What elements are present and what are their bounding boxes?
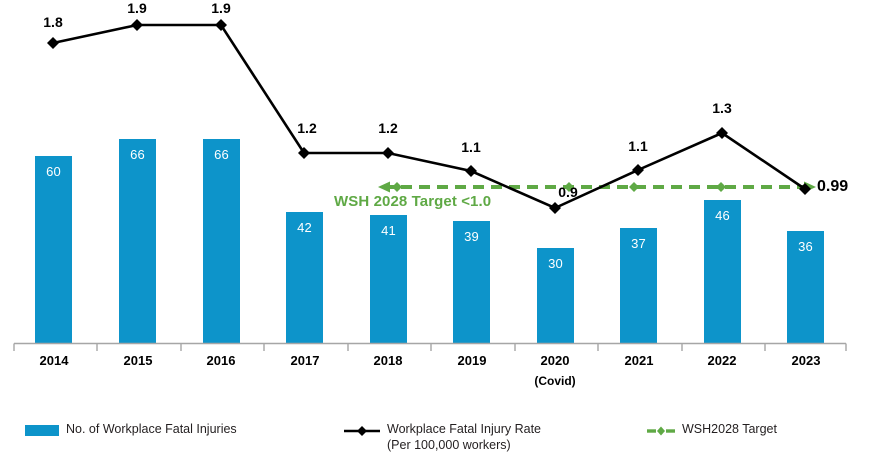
bar-label-2022: 46: [715, 208, 730, 223]
bar-label-2021: 37: [631, 236, 646, 251]
target-left-arrow-icon: [378, 181, 390, 193]
bar-2021[interactable]: [620, 228, 657, 343]
x-axis-labels: 2014 2015 2016 2017 2018 2019 2020 (Covi…: [0, 350, 885, 400]
legend-label-fatal-injury-rate-units: (Per 100,000 workers): [387, 438, 511, 452]
legend-line-diamond-icon: [344, 425, 380, 437]
x-label-2019: 2019: [457, 353, 487, 368]
rate-label-2014: 1.8: [43, 14, 63, 30]
bar-2016[interactable]: [203, 139, 240, 343]
x-label-2020: 2020: [540, 353, 570, 368]
chart-legend: No. of Workplace Fatal Injuries Workplac…: [0, 405, 885, 469]
x-sublabel-2020: (Covid): [534, 374, 576, 388]
bar-label-2015: 66: [130, 147, 145, 162]
rate-label-2022: 1.3: [712, 100, 732, 116]
x-label-2023: 2023: [791, 353, 821, 368]
bar-label-2016: 66: [214, 147, 229, 162]
bar-label-2019: 39: [464, 229, 479, 244]
chart-overlay-svg: [13, 19, 847, 351]
rate-label-2016: 1.9: [211, 0, 231, 16]
bar-label-2023: 36: [798, 239, 813, 254]
legend-label-fatal-injury-rate: Workplace Fatal Injury Rate: [387, 422, 541, 436]
x-axis-ticks: [13, 343, 847, 351]
wsh2028-target-caption: WSH 2028 Target <1.0: [334, 193, 492, 210]
rate-label-2021: 1.1: [628, 138, 648, 154]
bar-2014[interactable]: [35, 156, 72, 343]
bar-2022[interactable]: [704, 200, 741, 343]
x-label-2015: 2015: [123, 353, 153, 368]
rate-label-2020: 0.9: [558, 184, 578, 200]
legend-item-fatal-injury-rate[interactable]: Workplace Fatal Injury Rate (Per 100,000…: [344, 421, 541, 453]
x-label-2022: 2022: [707, 353, 737, 368]
bar-2017[interactable]: [286, 212, 323, 343]
legend-label-wsh2028-target: WSH2028 Target: [682, 422, 777, 436]
legend-bar-swatch-icon: [25, 425, 59, 436]
bar-2023[interactable]: [787, 231, 824, 343]
bar-label-2017: 42: [297, 220, 312, 235]
rate-label-2019: 1.1: [461, 139, 481, 155]
fatal-injury-rate-line[interactable]: [52, 23, 806, 210]
x-label-2016: 2016: [206, 353, 236, 368]
legend-label-fatal-injuries: No. of Workplace Fatal Injuries: [66, 422, 237, 436]
bar-label-2018: 41: [381, 223, 396, 238]
rate-label-2018: 1.2: [378, 120, 398, 136]
x-label-2014: 2014: [39, 353, 69, 368]
rate-end-label-2023: 0.99: [817, 178, 849, 195]
x-label-2018: 2018: [373, 353, 403, 368]
fatal-injury-rate-markers[interactable]: [47, 19, 811, 214]
bar-2019[interactable]: [453, 221, 490, 343]
rate-label-2017: 1.2: [297, 120, 317, 136]
legend-item-wsh2028-target[interactable]: WSH2028 Target: [647, 421, 777, 437]
legend-item-fatal-injuries[interactable]: No. of Workplace Fatal Injuries: [25, 421, 237, 437]
bar-2020[interactable]: [537, 248, 574, 343]
bar-2018[interactable]: [370, 215, 407, 343]
bar-2015[interactable]: [119, 139, 156, 343]
legend-dashed-diamond-icon: [647, 425, 675, 437]
bar-label-2020: 30: [548, 256, 563, 271]
x-label-2021: 2021: [624, 353, 654, 368]
plot-area: 60 66 66 42 41 39 30 37 46 36: [13, 0, 849, 351]
x-label-2017: 2017: [290, 353, 320, 368]
rate-label-2015: 1.9: [127, 0, 147, 16]
bar-label-2014: 60: [46, 164, 61, 179]
